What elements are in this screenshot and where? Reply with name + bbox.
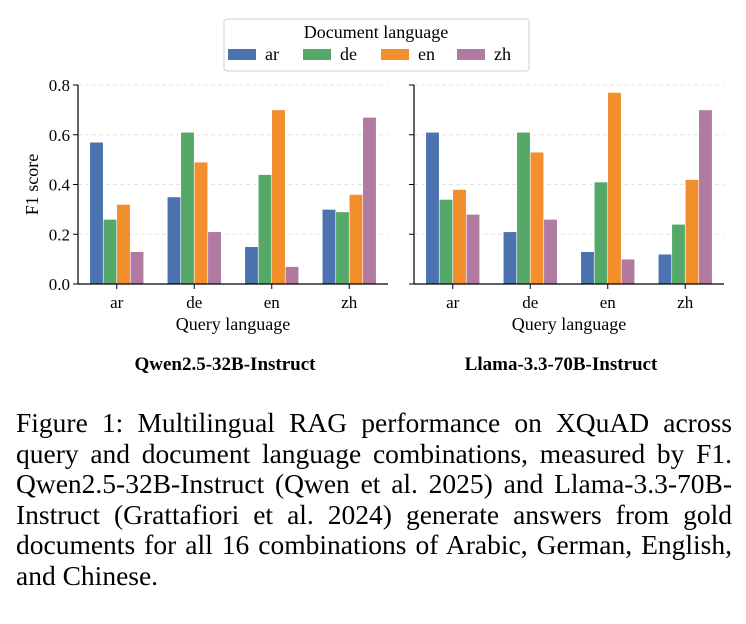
- y-tick-label: 0.6: [49, 126, 70, 145]
- bar-zh-de: [671, 224, 686, 285]
- bar-zh-ar: [321, 209, 337, 285]
- y-tick-label: 0.0: [49, 275, 70, 294]
- panel-title: Qwen2.5-32B-Instruct: [134, 354, 316, 375]
- legend-label-de: de: [340, 44, 357, 64]
- y-axis-label: F1 score: [22, 154, 42, 216]
- panel-title: Llama-3.3-70B-Instruct: [465, 354, 658, 375]
- x-tick-label: ar: [110, 293, 124, 312]
- bar-en-zh: [620, 258, 636, 285]
- bar-ar-zh: [465, 214, 481, 285]
- panel-llama: ar de en zh Query language Llama-3.3-70B-Inst…: [409, 84, 724, 375]
- bar-en-ar: [580, 251, 595, 285]
- bar-de-ar: [502, 231, 518, 285]
- legend-swatch-ar: [228, 49, 256, 60]
- legend-label-en: en: [418, 44, 435, 64]
- bar-zh-ar: [657, 253, 673, 285]
- panel-qwen: 0.0 0.2 0.4 0.6 0.8 ar de en zh Query language F1 …: [22, 76, 388, 375]
- legend-swatch-de: [303, 49, 331, 60]
- bar-de-zh: [543, 219, 558, 285]
- bar-zh-zh: [362, 117, 377, 285]
- y-tick-label: 0.8: [49, 76, 70, 95]
- bar-de-de: [516, 131, 531, 285]
- bar-en-de: [257, 174, 273, 285]
- x-tick-label: en: [600, 293, 617, 312]
- x-tick-label: zh: [341, 293, 358, 312]
- x-tick-label: en: [264, 293, 281, 312]
- bar-zh-en: [348, 194, 364, 285]
- x-tick-label: de: [522, 293, 538, 312]
- bar-ar-zh: [129, 251, 145, 285]
- bar-de-en: [529, 151, 545, 285]
- legend-title: Document language: [304, 22, 448, 42]
- legend-label-zh: zh: [494, 44, 511, 64]
- legend-label-ar: ar: [265, 44, 279, 64]
- figure-caption: Figure 1: Multilingual RAG performance o…: [16, 407, 732, 591]
- bar-en-de: [593, 181, 609, 285]
- y-tick-label: 0.2: [49, 225, 70, 244]
- x-axis-label: Query language: [176, 314, 290, 334]
- bar-en-zh: [284, 266, 300, 285]
- bar-de-zh: [207, 231, 222, 285]
- y-tick-label: 0.4: [49, 176, 71, 195]
- bar-de-ar: [166, 196, 182, 285]
- bar-ar-en: [452, 189, 467, 285]
- x-tick-label: ar: [446, 293, 460, 312]
- bar-ar-en: [116, 204, 131, 285]
- bar-zh-en: [684, 179, 700, 285]
- bar-ar-de: [438, 199, 454, 285]
- bar-en-en: [607, 92, 622, 285]
- bar-en-ar: [244, 246, 259, 285]
- bar-ar-ar: [425, 131, 440, 285]
- x-tick-label: zh: [677, 293, 694, 312]
- figure-chart: Document language ar de en zh 0.00.20.40.60…: [22, 18, 724, 375]
- bar-de-en: [193, 161, 209, 285]
- x-tick-label: de: [186, 293, 202, 312]
- legend-swatch-en: [381, 49, 409, 60]
- bar-zh-de: [335, 211, 350, 285]
- bar-zh-zh: [698, 109, 713, 285]
- bar-ar-de: [102, 219, 118, 285]
- bar-ar-ar: [89, 141, 104, 285]
- bar-de-de: [180, 131, 195, 285]
- legend-swatch-zh: [457, 49, 485, 60]
- x-axis-label: Query language: [512, 314, 626, 334]
- legend-frame: [223, 18, 530, 72]
- legend: Document language ar de en zh: [223, 18, 530, 72]
- bar-en-en: [271, 109, 286, 285]
